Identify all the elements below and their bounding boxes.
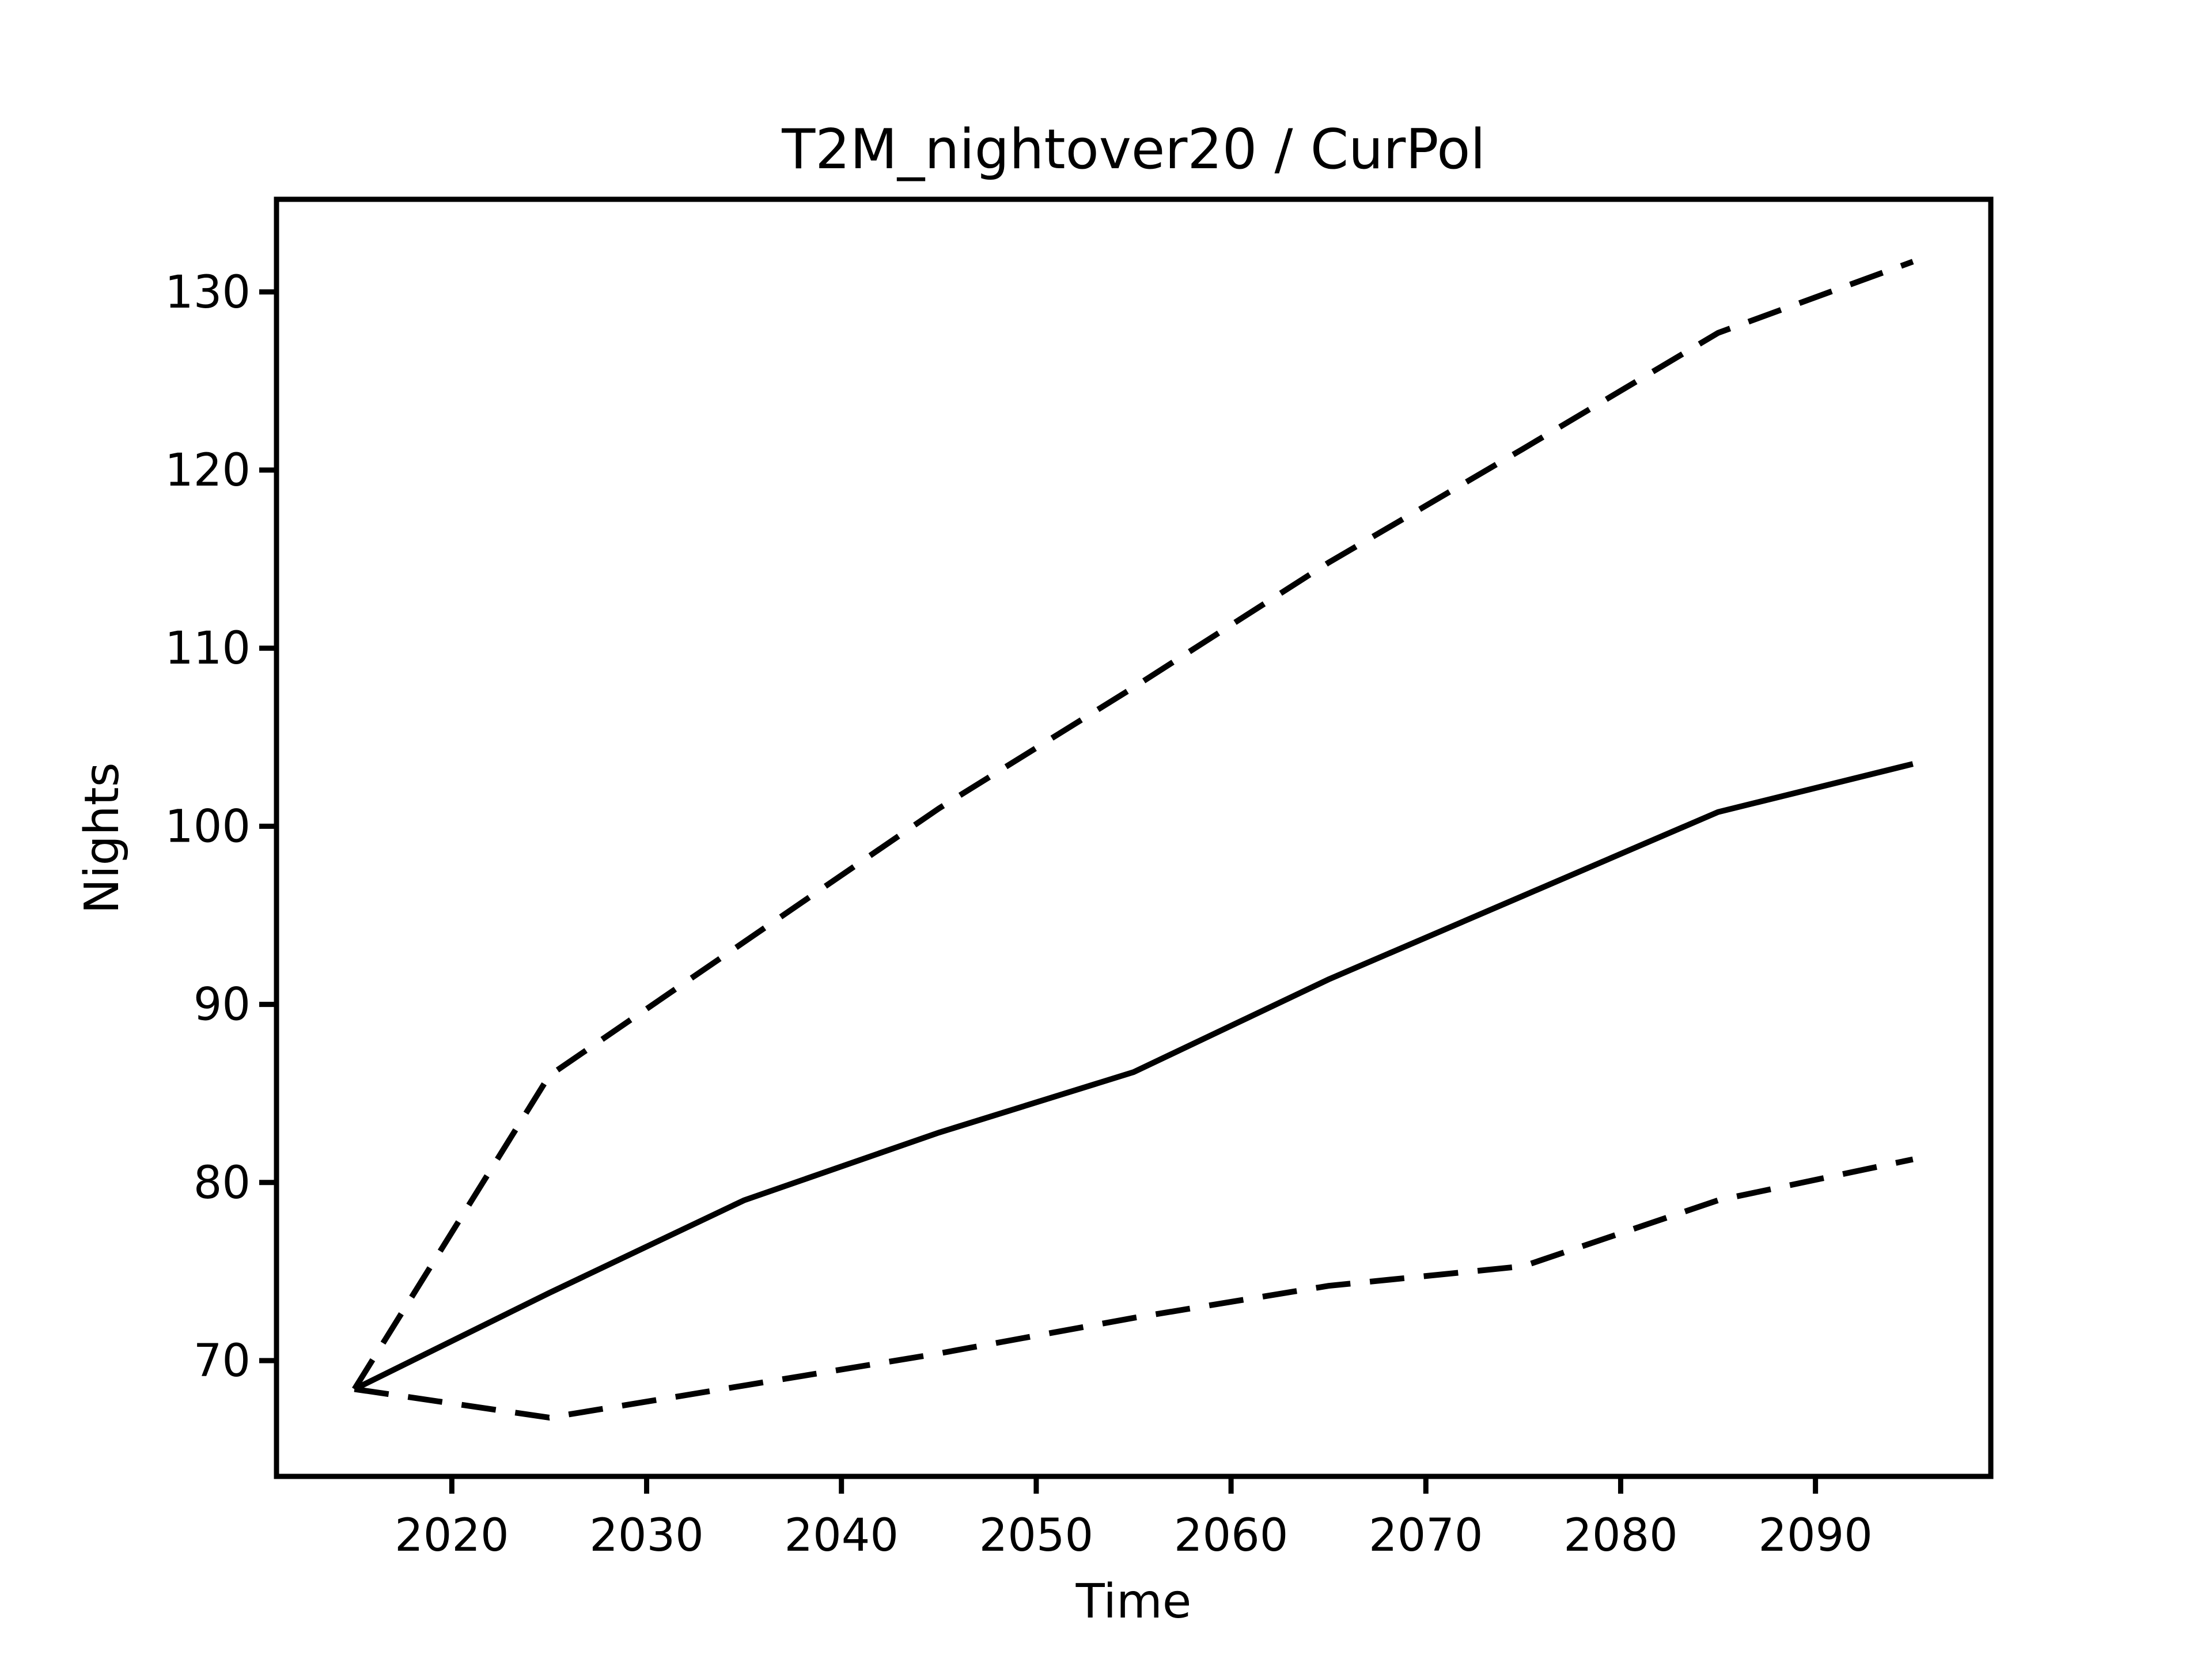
series-line-median-solid [353, 761, 1914, 1392]
y-tick-label: 90 [194, 979, 251, 1031]
x-tick-label: 2090 [1758, 1510, 1873, 1562]
x-tick-label: 2080 [1563, 1510, 1678, 1562]
data-series-lines [352, 259, 1914, 1421]
x-tick-label: 2060 [1174, 1510, 1289, 1562]
x-tick-label: 2040 [784, 1510, 899, 1562]
series-line-upper-bound-dashed [352, 259, 1914, 1391]
tick-labels: 2020 2030 2040 2050 2060 2070 2080 2090 70 80 90 10… [165, 267, 1873, 1562]
x-tick-label: 2030 [589, 1510, 704, 1562]
y-tick-label: 100 [165, 801, 251, 853]
y-tick-label: 120 [165, 445, 251, 497]
tick-marks [259, 289, 1819, 1494]
y-tick-label: 80 [194, 1157, 251, 1209]
y-tick-label: 130 [165, 267, 251, 319]
plot-area-border [274, 196, 1994, 1479]
x-tick-label: 2020 [395, 1510, 509, 1562]
y-tick-label: 70 [194, 1335, 251, 1387]
x-axis-label: Time [1075, 1574, 1192, 1629]
chart-title: T2M_nightover20 / CurPol [781, 118, 1485, 181]
x-tick-label: 2050 [979, 1510, 1094, 1562]
y-tick-label: 110 [165, 623, 251, 675]
series-line-lower-bound-dashed [354, 1156, 1914, 1421]
y-axis-label: Nights [75, 762, 130, 914]
x-tick-label: 2070 [1369, 1510, 1483, 1562]
